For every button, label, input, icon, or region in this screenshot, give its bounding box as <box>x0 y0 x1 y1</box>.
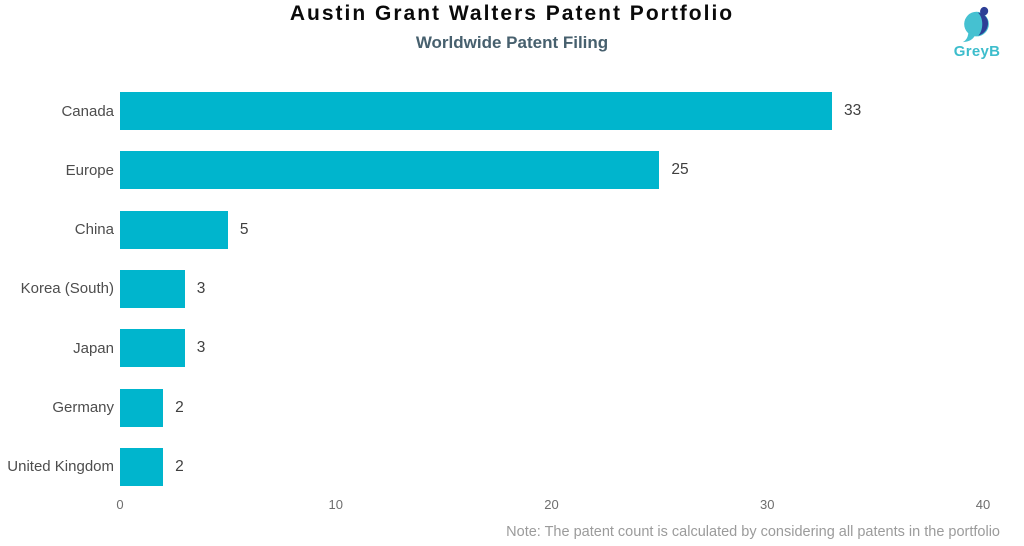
value-label: 2 <box>175 398 184 416</box>
greyb-logo-icon <box>962 6 989 43</box>
x-tick-label: 20 <box>544 497 559 512</box>
bar-row: United Kingdom 2 <box>0 447 1024 486</box>
category-label: Europe <box>65 161 114 179</box>
greyb-logo-text: GreyB <box>953 43 1001 60</box>
category-label: Korea (South) <box>20 280 114 298</box>
bar-row: Korea (South) 3 <box>0 269 1024 308</box>
value-label: 5 <box>239 220 249 238</box>
bar <box>120 92 832 130</box>
value-label: 3 <box>196 339 206 357</box>
category-label: Canada <box>61 102 114 120</box>
value-label: 2 <box>175 457 184 475</box>
bar <box>120 388 164 427</box>
category-label: China <box>74 221 114 239</box>
bar <box>120 329 185 368</box>
value-label: 3 <box>196 279 206 297</box>
x-tick-label: 10 <box>328 497 343 512</box>
bar <box>120 269 185 308</box>
bar <box>120 151 660 190</box>
bar-row: China 5 <box>0 210 1024 249</box>
bar-row: Japan 3 <box>0 329 1024 368</box>
bar <box>120 210 228 249</box>
category-label: Japan <box>73 339 114 357</box>
value-label: 33 <box>843 102 862 119</box>
value-label: 25 <box>671 161 689 179</box>
category-label: Germany <box>52 399 114 416</box>
chart-subtitle: Worldwide Patent Filing <box>415 33 609 52</box>
bar <box>120 447 164 486</box>
footnote: Note: The patent count is calculated by … <box>506 524 1000 540</box>
x-tick-label: 0 <box>116 497 124 512</box>
bar-row: Europe 25 <box>0 151 1024 190</box>
category-label: United Kingdom <box>7 458 114 476</box>
chart-title: Austin Grant Walters Patent Portfolio <box>289 2 735 25</box>
x-tick-label: 40 <box>975 497 991 512</box>
bar-chart-plot: Canada 33 Europe 25 China 5 Korea (South) 3 Japa… <box>0 92 1024 492</box>
bar-row: Canada 33 <box>0 92 1024 130</box>
x-axis: 0 10 20 30 40 <box>116 497 990 513</box>
greyb-logo[interactable]: GreyB <box>944 6 1010 60</box>
bar-row: Germany 2 <box>0 388 1024 427</box>
x-tick-label: 30 <box>760 497 775 512</box>
